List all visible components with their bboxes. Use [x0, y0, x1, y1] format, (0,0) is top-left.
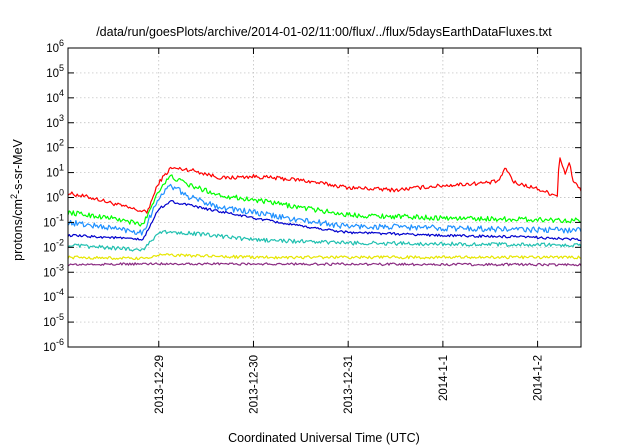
- grid-lines: [68, 48, 581, 347]
- x-tick-label: 2013-12-31: [343, 355, 355, 414]
- y-tick-label: 105: [46, 63, 64, 80]
- y-axis-label-rest: -s-sr-MeV: [11, 138, 25, 194]
- series-line-4: [67, 200, 582, 242]
- x-axis-label: Coordinated Universal Time (UTC): [228, 431, 420, 445]
- series-layer: [67, 157, 582, 267]
- series-line-5: [67, 229, 582, 252]
- y-tick-label: 101: [46, 163, 64, 180]
- y-tick-label: 103: [46, 113, 64, 130]
- y-tick-label: 10-2: [43, 237, 64, 254]
- series-line-6: [67, 253, 582, 261]
- series-line-2: [67, 174, 582, 227]
- chart-title: /data/run/goesPlots/archive/2014-01-02/1…: [96, 25, 552, 39]
- x-tick-label: 2014-1-1: [438, 355, 450, 401]
- y-axis-ticks: 10-6 10-5 10-4 10-3 10-2 10-1 100 101 102 103 104 1…: [43, 38, 581, 354]
- x-axis-ticks: 2013-12-29 2013-12-30 2013-12-31 2014-1-1 20…: [154, 48, 545, 414]
- series-line-7: [67, 262, 582, 267]
- y-axis-label-sup: 2: [9, 194, 19, 199]
- x-tick-label: 2013-12-30: [248, 355, 260, 414]
- y-tick-label: 10-1: [43, 212, 64, 229]
- x-tick-label: 2014-1-2: [533, 355, 545, 401]
- y-axis-label-base: protons/cm: [11, 199, 25, 261]
- y-axis-label: protons/cm2-s-sr-MeV: [9, 138, 25, 260]
- series-line-3: [67, 183, 582, 236]
- y-tick-label: 102: [46, 138, 64, 155]
- y-tick-label: 10-6: [43, 337, 64, 354]
- y-tick-label: 10-3: [43, 262, 64, 279]
- series-line-1: [67, 157, 582, 214]
- y-tick-label: 104: [46, 88, 64, 105]
- x-tick-label: 2013-12-29: [154, 355, 166, 414]
- y-tick-label: 106: [46, 38, 64, 55]
- y-tick-label: 10-5: [43, 312, 64, 329]
- plot-frame: [67, 47, 582, 348]
- y-tick-label: 100: [46, 188, 64, 205]
- y-tick-label: 10-4: [43, 287, 64, 304]
